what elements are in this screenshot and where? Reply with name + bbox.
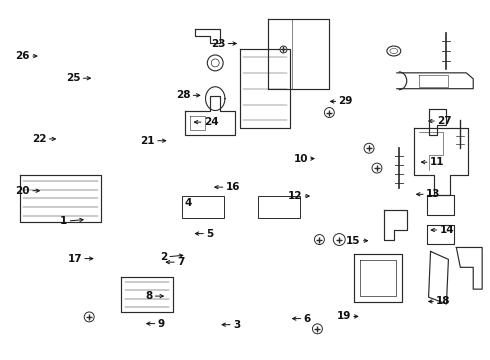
Text: 25: 25 xyxy=(66,73,81,83)
Text: 26: 26 xyxy=(16,51,30,61)
Text: 5: 5 xyxy=(206,229,213,239)
Text: 7: 7 xyxy=(177,257,184,267)
Text: 3: 3 xyxy=(233,320,240,330)
Text: 24: 24 xyxy=(204,117,219,127)
Text: 20: 20 xyxy=(16,186,30,196)
Text: 16: 16 xyxy=(225,182,240,192)
Text: 13: 13 xyxy=(426,189,441,199)
Text: 9: 9 xyxy=(157,319,165,329)
Text: 29: 29 xyxy=(339,96,353,107)
Text: 15: 15 xyxy=(346,236,361,246)
Text: 17: 17 xyxy=(68,253,82,264)
Text: 18: 18 xyxy=(436,296,451,306)
Text: 10: 10 xyxy=(294,154,308,163)
Text: 2: 2 xyxy=(160,252,167,262)
Text: 21: 21 xyxy=(141,136,155,146)
Text: 27: 27 xyxy=(437,116,452,126)
Text: 23: 23 xyxy=(211,39,225,49)
Bar xyxy=(182,196,224,218)
Text: 6: 6 xyxy=(303,314,311,324)
Text: 4: 4 xyxy=(184,198,192,208)
Text: 22: 22 xyxy=(32,134,47,144)
Text: 11: 11 xyxy=(430,157,444,167)
Text: 12: 12 xyxy=(288,191,302,201)
Text: 19: 19 xyxy=(337,311,351,321)
Text: 8: 8 xyxy=(146,291,152,301)
Text: 14: 14 xyxy=(440,225,454,235)
Text: 1: 1 xyxy=(60,216,68,226)
Bar xyxy=(258,196,299,218)
Text: 28: 28 xyxy=(176,90,191,100)
